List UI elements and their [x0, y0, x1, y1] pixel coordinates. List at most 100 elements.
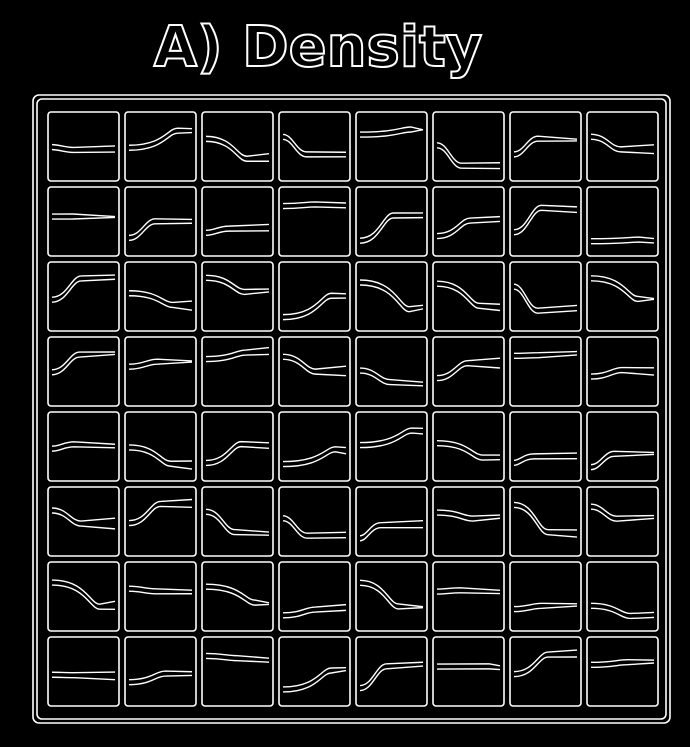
- density-curve: [205, 445, 270, 467]
- density-curve: [513, 204, 578, 231]
- panel: [355, 186, 428, 257]
- panel: [355, 411, 428, 482]
- density-curve: [128, 358, 193, 365]
- density-curve: [359, 520, 424, 537]
- density-curve: [513, 501, 578, 531]
- panel: [124, 486, 197, 557]
- density-curve: [282, 358, 347, 377]
- density-curve: [51, 441, 116, 447]
- density-curve: [205, 279, 270, 296]
- density-curve: [205, 583, 270, 604]
- panel: [47, 561, 120, 632]
- density-curve: [282, 201, 347, 205]
- density-curve: [128, 585, 193, 591]
- density-curve: [282, 353, 347, 370]
- density-curve: [128, 218, 193, 237]
- panel: [201, 411, 274, 482]
- panel: [355, 486, 428, 557]
- density-curve: [128, 222, 193, 242]
- frame-inner: [36, 98, 667, 720]
- density-curve: [51, 143, 116, 149]
- panel: [124, 111, 197, 182]
- density-curve: [590, 659, 655, 664]
- density-curve: [359, 284, 424, 313]
- panel: [47, 336, 120, 407]
- density-curve: [590, 241, 655, 245]
- density-curve: [205, 223, 270, 232]
- density-curve: [128, 131, 193, 151]
- density-curve: [359, 126, 424, 133]
- panel: [47, 186, 120, 257]
- density-curve: [513, 506, 578, 538]
- panel: [124, 561, 197, 632]
- density-curve: [51, 216, 116, 220]
- density-curve: [51, 579, 116, 605]
- panel: [355, 636, 428, 707]
- panel: [278, 111, 351, 182]
- panel: [586, 411, 659, 482]
- panel: [432, 336, 505, 407]
- density-curve: [590, 236, 655, 240]
- density-curve: [282, 292, 347, 316]
- density-curve: [282, 603, 347, 614]
- density-curve: [590, 508, 655, 522]
- density-curve: [359, 212, 424, 239]
- panel: [355, 261, 428, 332]
- panel: [201, 486, 274, 557]
- density-curve: [590, 280, 655, 303]
- density-curve: [359, 526, 424, 542]
- density-curve: [436, 142, 501, 164]
- density-curve: [128, 361, 193, 370]
- density-curve: [128, 449, 193, 470]
- panel: [586, 561, 659, 632]
- density-curve: [359, 279, 424, 308]
- density-curve: [282, 297, 347, 321]
- panel: [355, 561, 428, 632]
- density-curve: [590, 138, 655, 155]
- density-curve: [590, 371, 655, 380]
- panel: [201, 111, 274, 182]
- panel: [432, 636, 505, 707]
- density-curve: [436, 514, 501, 522]
- density-curve: [128, 674, 193, 686]
- density-curve: [128, 505, 193, 527]
- density-curve: [51, 353, 116, 376]
- density-curve: [128, 590, 193, 595]
- density-curve: [359, 665, 424, 692]
- panel: [278, 186, 351, 257]
- panel: [47, 486, 120, 557]
- panel: [586, 186, 659, 257]
- density-curve: [513, 140, 578, 158]
- panel: [278, 636, 351, 707]
- density-curve: [205, 353, 270, 363]
- panel: [586, 636, 659, 707]
- panel: [586, 486, 659, 557]
- panel: [509, 336, 582, 407]
- density-curve: [513, 288, 578, 314]
- density-curve: [436, 285, 501, 312]
- density-curve: [590, 450, 655, 466]
- panel: [586, 261, 659, 332]
- density-curve: [590, 602, 655, 615]
- density-curve: [359, 367, 424, 383]
- density-curve: [590, 662, 655, 669]
- panel: [201, 336, 274, 407]
- panel: [201, 636, 274, 707]
- panel: [124, 261, 197, 332]
- density-curve: [590, 133, 655, 148]
- density-curve: [205, 652, 270, 659]
- density-curve: [282, 446, 347, 463]
- panel: [201, 261, 274, 332]
- frame: [32, 94, 671, 724]
- density-curve: [513, 656, 578, 678]
- panel: [278, 336, 351, 407]
- density-curve: [51, 584, 116, 611]
- density-curve: [51, 213, 116, 218]
- density-curve: [51, 274, 116, 298]
- density-curve: [590, 275, 655, 300]
- panel: [509, 561, 582, 632]
- density-curve: [590, 366, 655, 375]
- density-curve: [128, 295, 193, 311]
